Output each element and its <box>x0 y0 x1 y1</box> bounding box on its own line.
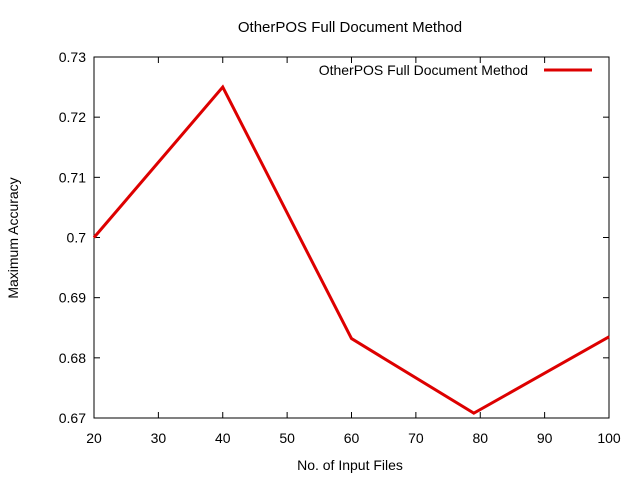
x-tick-label: 30 <box>151 430 167 446</box>
plot-frame <box>93 56 610 419</box>
x-tick-label: 90 <box>537 430 553 446</box>
data-point <box>608 336 610 338</box>
legend: OtherPOS Full Document Method <box>319 62 592 78</box>
data-point <box>93 237 95 238</box>
x-axis-title: No. of Input Files <box>297 457 403 473</box>
x-tick-label: 20 <box>86 430 102 446</box>
y-tick-label: 0.68 <box>59 350 86 366</box>
series-layer <box>92 84 610 415</box>
x-tick-label: 80 <box>472 430 488 446</box>
axis-ticks <box>94 57 609 418</box>
y-axis-title: Maximum Accuracy <box>5 177 21 298</box>
x-tick-label: 50 <box>279 430 295 446</box>
y-tick-label: 0.73 <box>59 49 86 65</box>
data-point <box>473 412 475 414</box>
x-tick-label: 40 <box>215 430 231 446</box>
legend-label: OtherPOS Full Document Method <box>319 62 528 78</box>
series-line <box>92 84 610 415</box>
y-tick-label: 0.67 <box>59 410 86 426</box>
chart-title: OtherPOS Full Document Method <box>238 19 462 36</box>
data-point <box>351 338 352 340</box>
y-tick-label: 0.69 <box>59 290 86 306</box>
y-tick-label: 0.71 <box>59 169 86 185</box>
y-axis-tick-labels: 0.67 0.68 0.69 0.7 0.71 0.72 0.73 <box>59 49 86 426</box>
data-point <box>222 86 224 88</box>
x-tick-label: 100 <box>597 430 621 446</box>
y-tick-label: 0.72 <box>59 109 86 125</box>
x-tick-label: 70 <box>408 430 424 446</box>
x-tick-label: 60 <box>344 430 360 446</box>
x-axis-tick-labels: 20 30 40 50 60 70 80 90 100 <box>86 430 621 446</box>
y-tick-label: 0.7 <box>67 230 87 246</box>
